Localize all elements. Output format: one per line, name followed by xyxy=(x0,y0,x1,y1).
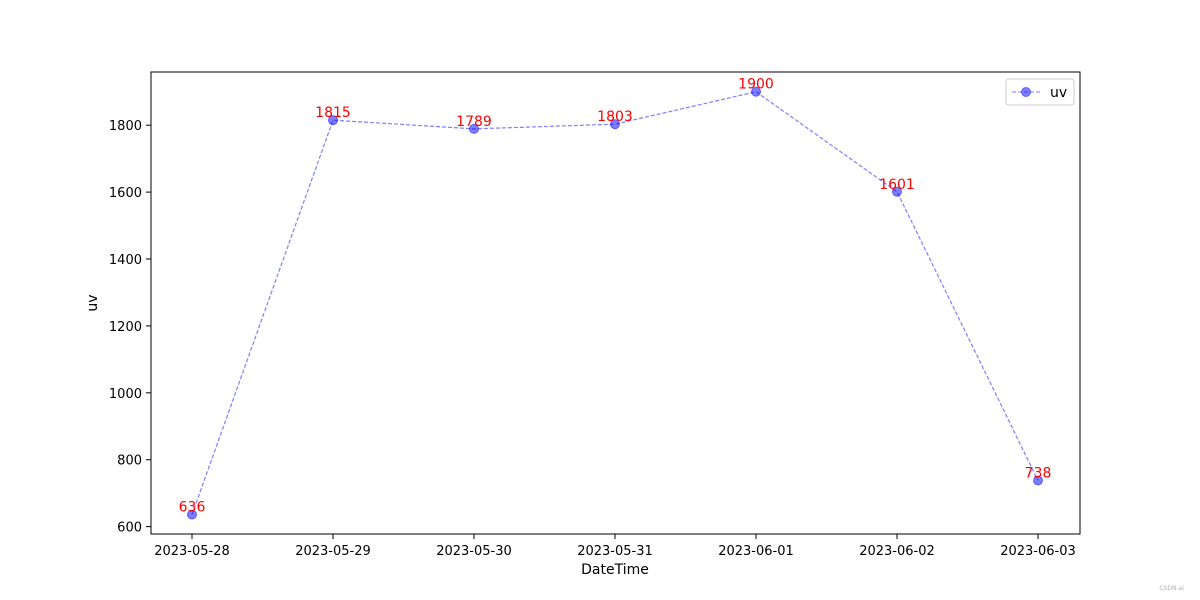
data-point xyxy=(1033,475,1043,486)
y-tick-label: 600 xyxy=(117,521,142,536)
data-label: 1803 xyxy=(597,109,633,125)
x-tick-label: 2023-06-01 xyxy=(718,544,794,559)
x-tick-label: 2023-05-28 xyxy=(154,544,230,559)
data-label: 1815 xyxy=(315,105,351,121)
data-label: 738 xyxy=(1025,465,1052,481)
data-point xyxy=(187,509,197,520)
x-tick-label: 2023-06-02 xyxy=(859,544,935,559)
plot-area xyxy=(150,71,1081,535)
x-axis: 2023-05-28 2023-05-29 2023-05-30 2023-05-31… xyxy=(154,534,1076,559)
data-label: 1900 xyxy=(738,77,774,93)
x-tick-label: 2023-05-31 xyxy=(577,544,653,559)
watermark: CSDN-ai xyxy=(1159,585,1184,592)
y-tick-label: 1200 xyxy=(109,320,142,335)
y-axis: 600 800 1000 1200 1400 1600 1800 xyxy=(109,119,151,536)
data-labels: 636 1815 1789 1803 1900 1601 738 xyxy=(179,77,1052,516)
y-tick-label: 1800 xyxy=(109,119,142,134)
data-point xyxy=(328,115,338,126)
data-point xyxy=(469,123,479,134)
data-label: 1789 xyxy=(456,114,492,130)
series-markers xyxy=(187,86,1043,520)
x-tick-label: 2023-05-30 xyxy=(436,544,512,559)
data-point xyxy=(610,119,620,130)
legend: uv xyxy=(1005,78,1075,106)
data-label: 1601 xyxy=(879,177,915,193)
y-tick-label: 1400 xyxy=(109,253,142,268)
y-tick-label: 1000 xyxy=(109,387,142,402)
data-point xyxy=(892,186,902,197)
y-tick-label: 1600 xyxy=(109,186,142,201)
x-axis-title: DateTime xyxy=(581,562,649,578)
data-label: 636 xyxy=(179,500,206,516)
legend-marker xyxy=(1021,87,1031,97)
data-point xyxy=(751,86,761,97)
x-tick-label: 2023-06-03 xyxy=(1000,544,1076,559)
y-tick-label: 800 xyxy=(117,454,142,469)
x-tick-label: 2023-05-29 xyxy=(295,544,371,559)
y-axis-title: uv xyxy=(85,294,101,311)
legend-label: uv xyxy=(1050,85,1067,101)
